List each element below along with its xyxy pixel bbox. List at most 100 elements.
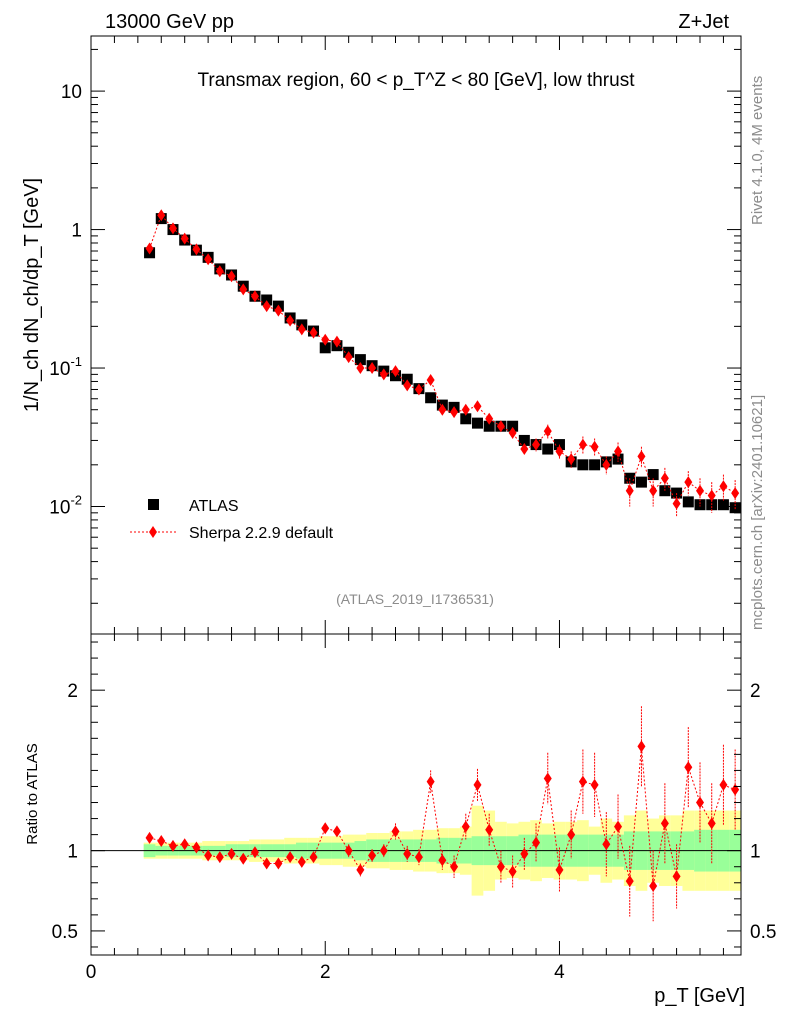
ratio-point	[356, 863, 365, 876]
sherpa-point	[344, 351, 353, 364]
legend-atlas-marker	[148, 499, 159, 510]
x-tick-label: 2	[320, 962, 331, 983]
ratio-point	[239, 852, 248, 865]
y-axis-label: 1/N_ch dN_ch/dp_T [GeV]	[21, 178, 43, 412]
ratio-point	[286, 851, 295, 864]
sherpa-point	[215, 265, 224, 278]
sherpa-line	[149, 214, 736, 505]
ratio-y-tick-label: 2	[67, 681, 78, 702]
ratio-point	[614, 820, 623, 833]
atlas-point	[483, 420, 495, 432]
ratio-point	[590, 778, 599, 791]
sherpa-point	[414, 383, 423, 396]
ratio-point	[625, 875, 634, 888]
ratio-point	[332, 825, 341, 838]
ratio-point	[637, 740, 646, 753]
sherpa-point	[555, 445, 564, 458]
ratio-point	[485, 823, 494, 836]
legend-atlas-label: ATLAS	[189, 498, 239, 515]
atlas-point	[542, 443, 554, 455]
ratio-point	[508, 865, 517, 878]
atlas-point	[694, 499, 706, 511]
atlas-point	[261, 294, 273, 306]
sherpa-point	[168, 222, 177, 235]
sherpa-point	[239, 283, 248, 296]
sherpa-point	[590, 440, 599, 453]
sherpa-point	[731, 487, 740, 500]
ratio-point	[578, 775, 587, 788]
ratio-point	[145, 831, 154, 844]
ratio-point	[274, 857, 283, 870]
ratio-panel: 0 2 4 0.5 0.5 1 1 2 2 Ratio to ATLAS p_T [GeV]	[24, 633, 776, 1007]
ratio-point	[461, 820, 470, 833]
ratio-point	[379, 844, 388, 857]
ratio-point	[403, 847, 412, 860]
sherpa-point	[719, 480, 728, 493]
ratio-point	[297, 855, 306, 868]
sherpa-point	[602, 458, 611, 471]
sherpa-point	[567, 453, 576, 466]
ratio-point	[555, 863, 564, 876]
sherpa-point	[649, 484, 658, 497]
ratio-point	[672, 870, 681, 883]
ratio-y-tick-label: 0.5	[52, 922, 78, 943]
sherpa-point	[309, 326, 318, 339]
sherpa-point	[262, 300, 271, 313]
atlas-point	[425, 392, 437, 404]
atlas-point	[717, 499, 729, 511]
sherpa-point	[637, 450, 646, 463]
sherpa-point	[321, 333, 330, 346]
sherpa-point	[145, 242, 154, 255]
sherpa-point	[496, 420, 505, 433]
ratio-point	[168, 839, 177, 852]
ratio-y-label: Ratio to ATLAS	[24, 743, 41, 844]
atlas-point	[577, 459, 589, 471]
sherpa-point	[403, 379, 412, 392]
sherpa-point	[391, 365, 400, 378]
sherpa-point	[192, 243, 201, 256]
sherpa-point	[356, 362, 365, 375]
sherpa-point	[625, 484, 634, 497]
main-frame	[90, 35, 742, 635]
atlas-point	[635, 476, 647, 488]
ratio-point	[321, 822, 330, 835]
sherpa-point	[485, 412, 494, 425]
atlas-point	[471, 417, 483, 429]
sherpa-point	[438, 403, 447, 416]
legend: ATLAS Sherpa 2.2.9 default	[130, 498, 334, 542]
sherpa-point	[696, 484, 705, 497]
sherpa-point	[672, 497, 681, 510]
main-panel: 10-2 10-1 1 10 Transmax region, 60 < p_T^Z …	[21, 35, 742, 635]
sherpa-point	[684, 476, 693, 489]
ratio-point	[227, 847, 236, 860]
sherpa-point	[204, 253, 213, 266]
x-tick-label: 4	[554, 962, 565, 983]
ratio-point	[567, 828, 576, 841]
ratio-point	[707, 817, 716, 830]
ratio-y-tick-label-right: 2	[750, 681, 761, 702]
ratio-point	[543, 772, 552, 785]
ratio-point	[368, 849, 377, 862]
ratio-point	[438, 854, 447, 867]
atlas-point	[319, 342, 331, 354]
analysis-label: (ATLAS_2019_I1736531)	[336, 591, 494, 607]
sherpa-point	[660, 472, 669, 485]
sherpa-point	[250, 290, 259, 303]
atlas-point	[354, 354, 366, 366]
rivet-label: Rivet 4.1.0, 4M events	[749, 76, 766, 225]
ratio-point	[250, 846, 259, 859]
sherpa-point	[450, 406, 459, 419]
y-tick-label: 10-1	[49, 354, 82, 380]
legend-sherpa-marker	[149, 526, 157, 538]
sherpa-point	[286, 314, 295, 327]
sherpa-point	[274, 304, 283, 317]
sherpa-point	[461, 403, 470, 416]
ratio-point	[391, 825, 400, 838]
sherpa-point	[473, 400, 482, 413]
atlas-point	[589, 459, 601, 471]
ratio-point	[602, 838, 611, 851]
sherpa-point	[332, 335, 341, 348]
ratio-point	[344, 844, 353, 857]
sherpa-point	[368, 362, 377, 375]
ratio-point	[157, 835, 166, 848]
